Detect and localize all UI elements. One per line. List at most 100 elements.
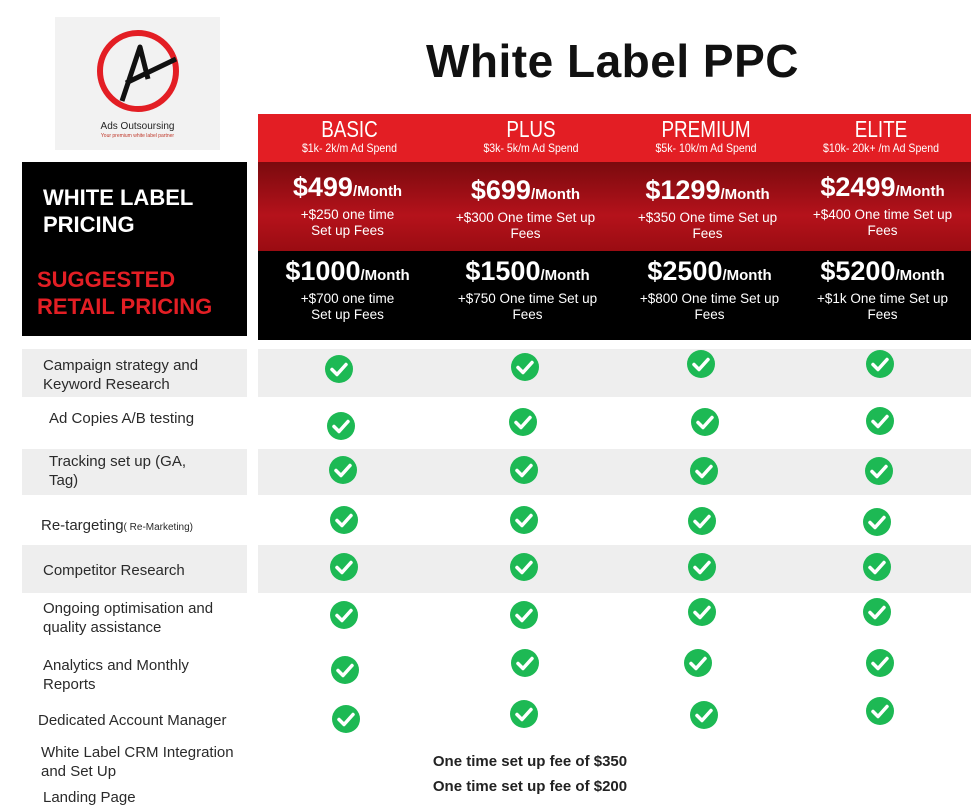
price-amount: $5200 xyxy=(820,256,896,286)
price-note: +$400 One time Set up Fees xyxy=(812,207,953,238)
price-amount: $1000 xyxy=(285,256,361,286)
price-unit: /Month xyxy=(530,186,581,203)
feature-label: Landing Page xyxy=(43,789,136,806)
setup-fee-note: One time set up fee of $350 xyxy=(432,753,628,770)
logo-tagline: Your premium white label partner xyxy=(100,133,175,139)
check-circle-icon xyxy=(686,349,716,379)
feature-label: Tracking set up (GA, Tag) xyxy=(49,453,186,489)
feature-label: Competitor Research xyxy=(43,562,185,579)
retail-price-basic: $1000/Month +$700 one time Set up Fees xyxy=(260,256,435,323)
row-background xyxy=(258,545,971,593)
check-circle-icon xyxy=(509,699,539,729)
plan-spend: $5k- 10k/m Ad Spend xyxy=(655,141,757,155)
price-note: +$350 One time Set up Fees xyxy=(637,210,778,241)
price-note: +$750 One time Set up Fees xyxy=(457,291,598,322)
check-circle-icon xyxy=(862,597,892,627)
plan-header-premium: PREMIUM $5k- 10k/m Ad Spend xyxy=(621,114,791,162)
check-circle-icon xyxy=(510,648,540,678)
price-note: +$1k One time Set up Fees xyxy=(817,291,948,322)
feature-label: Dedicated Account Manager xyxy=(38,712,227,729)
wl-price-plus: $699/Month +$300 One time Set up Fees xyxy=(438,175,613,242)
white-label-price-band xyxy=(258,162,971,251)
check-circle-icon xyxy=(687,506,717,536)
page-title: White Label PPC xyxy=(426,35,799,87)
check-circle-icon xyxy=(864,456,894,486)
retail-price-plus: $1500/Month +$750 One time Set up Fees xyxy=(440,256,615,323)
price-note: +$250 one time Set up Fees xyxy=(300,207,395,238)
feature-label-text: Re-targeting xyxy=(41,517,124,534)
row-background xyxy=(258,449,971,495)
plan-spend: $1k- 2k/m Ad Spend xyxy=(301,141,398,155)
check-circle-icon xyxy=(687,552,717,582)
retail-price-premium: $2500/Month +$800 One time Set up Fees xyxy=(622,256,797,323)
check-circle-icon xyxy=(865,349,895,379)
plan-name: PLUS xyxy=(506,116,556,142)
feature-label: White Label CRM Integration and Set Up xyxy=(41,744,234,780)
logo-name: Ads Outsoursing xyxy=(100,121,175,132)
check-circle-icon xyxy=(324,354,354,384)
check-circle-icon xyxy=(328,455,358,485)
price-note: +$700 one time Set up Fees xyxy=(300,291,395,322)
check-circle-icon xyxy=(331,704,361,734)
wl-price-elite: $2499/Month +$400 One time Set up Fees xyxy=(795,172,970,239)
check-circle-icon xyxy=(510,352,540,382)
plan-name: ELITE xyxy=(854,116,908,142)
check-circle-icon xyxy=(329,600,359,630)
logo-mark-icon xyxy=(97,30,179,112)
check-circle-icon xyxy=(509,505,539,535)
check-circle-icon xyxy=(509,455,539,485)
plan-header-elite: ELITE $10k- 20k+ /m Ad Spend xyxy=(791,114,971,162)
price-unit: /Month xyxy=(895,183,945,200)
check-circle-icon xyxy=(326,411,356,441)
price-note: +$800 One time Set up Fees xyxy=(639,291,780,322)
retail-price-band xyxy=(258,251,971,340)
pricing-label-panel xyxy=(22,162,247,336)
feature-label: Analytics and Monthly Reports xyxy=(43,657,189,693)
plan-header-basic: BASIC $1k- 2k/m Ad Spend xyxy=(258,114,441,162)
feature-label: Campaign strategy and Keyword Research xyxy=(43,357,199,393)
check-circle-icon xyxy=(329,505,359,535)
price-unit: /Month xyxy=(360,267,410,284)
check-circle-icon xyxy=(509,600,539,630)
check-circle-icon xyxy=(689,700,719,730)
wl-price-premium: $1299/Month +$350 One time Set up Fees xyxy=(620,175,795,242)
check-circle-icon xyxy=(690,407,720,437)
white-label-pricing-label: WHITE LABEL PRICING xyxy=(43,185,193,237)
row-background xyxy=(22,545,247,593)
row-background xyxy=(22,449,247,495)
check-circle-icon xyxy=(865,696,895,726)
check-circle-icon xyxy=(687,597,717,627)
check-circle-icon xyxy=(509,552,539,582)
price-amount: $499 xyxy=(292,172,353,202)
check-circle-icon xyxy=(865,406,895,436)
price-amount: $2500 xyxy=(647,256,723,286)
check-circle-icon xyxy=(689,456,719,486)
price-note: +$300 One time Set up Fees xyxy=(455,210,596,241)
price-amount: $1299 xyxy=(645,175,721,205)
wl-price-basic: $499/Month +$250 one time Set up Fees xyxy=(260,172,435,239)
retail-pricing-label: SUGGESTED RETAIL PRICING xyxy=(37,267,213,319)
plan-header-plus: PLUS $3k- 5k/m Ad Spend xyxy=(441,114,621,162)
check-circle-icon xyxy=(683,648,713,678)
price-unit: /Month xyxy=(895,267,945,284)
feature-label-retargeting: Re-targeting( Re-Marketing) xyxy=(41,516,256,537)
check-circle-icon xyxy=(865,648,895,678)
plan-spend: $3k- 5k/m Ad Spend xyxy=(483,141,579,155)
check-circle-icon xyxy=(329,552,359,582)
retail-price-elite: $5200/Month +$1k One time Set up Fees xyxy=(795,256,970,323)
plan-spend: $10k- 20k+ /m Ad Spend xyxy=(823,141,939,155)
price-amount: $699 xyxy=(470,175,531,205)
check-circle-icon xyxy=(862,507,892,537)
check-circle-icon xyxy=(330,655,360,685)
row-background xyxy=(22,349,247,397)
plan-name: PREMIUM xyxy=(661,116,751,142)
setup-fee-note: One time set up fee of $200 xyxy=(432,778,628,795)
logo: Ads Outsoursing Your premium white label… xyxy=(55,17,220,150)
price-unit: /Month xyxy=(352,183,403,200)
feature-label-note: ( Re-Marketing) xyxy=(123,522,194,533)
price-unit: /Month xyxy=(722,267,772,284)
price-amount: $2499 xyxy=(820,172,896,202)
row-background xyxy=(258,349,971,397)
check-circle-icon xyxy=(508,407,538,437)
feature-label: Ad Copies A/B testing xyxy=(49,410,195,427)
